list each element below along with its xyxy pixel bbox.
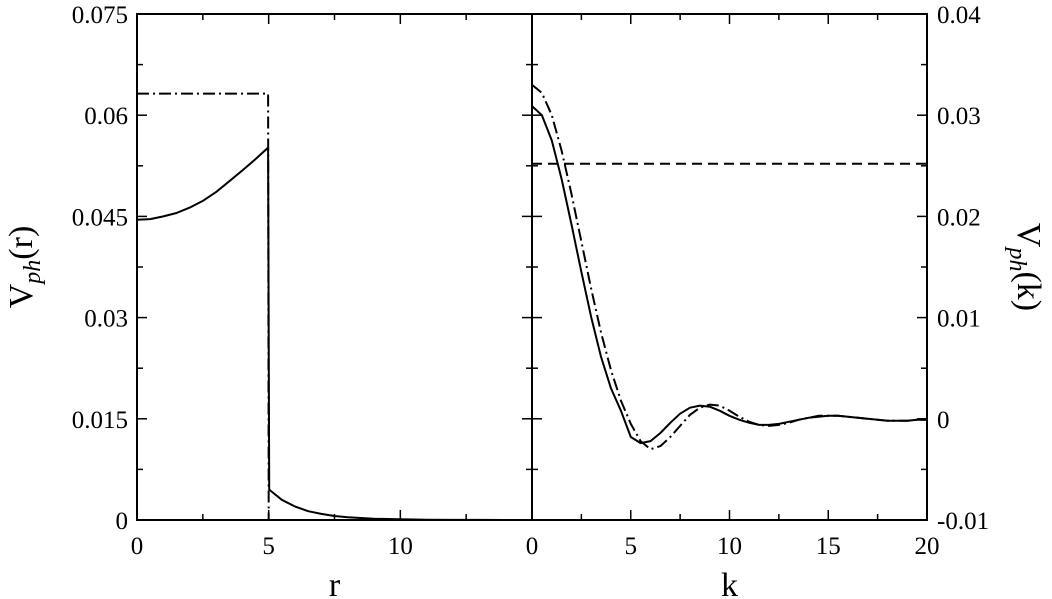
left-series-solid-line: [136, 146, 532, 521]
y-label-argument: (k): [1010, 271, 1047, 311]
right-series-solid-line: [531, 105, 927, 445]
right-ytick-label: 0.02: [937, 204, 981, 231]
right-xtick-label: 10: [717, 533, 742, 560]
right-ytick-label: 0.04: [937, 2, 981, 29]
left-ytick-label: 0.015: [72, 407, 128, 434]
y-label-subscript: ph: [20, 260, 46, 286]
right-ytick-label: 0: [937, 407, 950, 434]
left-ytick-label: 0: [116, 508, 129, 535]
right-xtick-label: 15: [816, 533, 841, 560]
right-plot-frame: [531, 13, 928, 521]
left-series-dashdot-line: [137, 92, 532, 521]
right-ytick-label: 0.03: [937, 103, 981, 130]
left-ytick-label: 0.06: [84, 103, 128, 130]
right-series-dashdot-line: [531, 84, 927, 451]
right-x-axis-label: k: [721, 567, 738, 599]
left-y-axis-label: Vph(r): [3, 226, 46, 309]
y-label-main: V: [1010, 223, 1047, 248]
left-ytick-label: 0.075: [72, 2, 128, 29]
left-xtick-label: 10: [388, 533, 413, 560]
right-y-axis-label: Vph(k): [1004, 223, 1047, 311]
right-ytick-label: 0.01: [937, 306, 981, 333]
left-xtick-label: 0: [131, 533, 144, 560]
left-ytick-label: 0.045: [72, 204, 128, 231]
right-xtick-label: 20: [915, 533, 940, 560]
right-panel: 0 5 10 15 20-0.01 0 0.01 0.02 0.03 0.04 k Vph(k): [526, 2, 1047, 599]
left-x-axis-label: r: [329, 567, 341, 599]
left-plot-frame: [136, 13, 533, 521]
y-label-argument: (r): [3, 226, 40, 260]
left-ytick-label: 0.03: [84, 306, 128, 333]
right-xtick-label: 5: [625, 533, 638, 560]
y-label-subscript: ph: [1004, 245, 1030, 271]
left-panel: 0 5 10 0 0.015 0.03 0.045 0.06 0.075 r Vph(r): [3, 2, 533, 599]
y-label-main: V: [3, 283, 40, 308]
right-xtick-label: 0: [526, 533, 539, 560]
left-xtick-label: 5: [262, 533, 275, 560]
right-ytick-label: -0.01: [937, 508, 989, 535]
